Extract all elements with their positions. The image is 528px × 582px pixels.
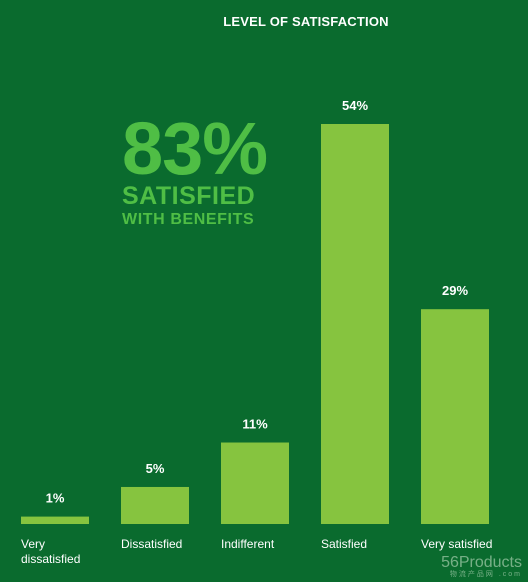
headline-percent: 83% — [122, 107, 268, 190]
watermark-main: 56Products — [441, 554, 522, 571]
value-label: 29% — [442, 283, 468, 298]
category-label: Dissatisfied — [121, 537, 182, 551]
category-label: Satisfied — [321, 537, 367, 551]
value-label: 11% — [242, 417, 268, 432]
bar-very-satisfied — [421, 309, 489, 524]
watermark-sub: 物流产品网 .com — [449, 571, 522, 578]
watermark-logo: 56Products 物流产品网 .com — [441, 554, 522, 579]
bar-satisfied — [321, 124, 389, 524]
category-label: Very satisfied — [421, 537, 492, 551]
headline-callout: 83% SATISFIED WITH BENEFITS — [122, 107, 268, 228]
value-label: 54% — [342, 98, 368, 113]
value-label: 5% — [146, 461, 165, 476]
bar-dissatisfied — [121, 486, 189, 524]
category-label: Indifferent — [221, 537, 275, 551]
value-label: 1% — [46, 491, 65, 506]
category-label: dissatisfied — [21, 552, 80, 566]
bar-very-dissatisfied — [21, 516, 89, 524]
chart-title: LEVEL OF SATISFACTION — [223, 14, 389, 29]
bar-indifferent — [221, 442, 289, 524]
category-label: Very — [21, 537, 45, 551]
headline-line-1: SATISFIED — [122, 182, 256, 210]
headline-line-2: WITH BENEFITS — [122, 211, 255, 228]
